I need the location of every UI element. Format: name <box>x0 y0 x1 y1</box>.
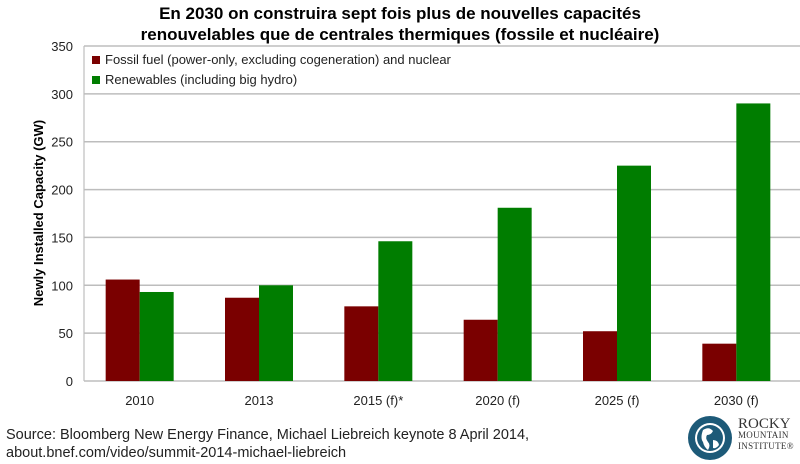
x-tick-label: 2015 (f)* <box>353 393 403 408</box>
bar-renewables-5 <box>736 103 771 381</box>
bar-renewables-1 <box>259 285 293 381</box>
gridlines <box>83 45 800 382</box>
source-line-2: about.bnef.com/video/summit-2014-michael… <box>6 445 347 461</box>
y-tick-label: 150 <box>51 230 73 245</box>
y-tick-label: 50 <box>59 326 73 341</box>
y-tick-label: 100 <box>51 278 73 293</box>
y-axis-ticks: 0 50 100 150 200 250 300 350 <box>51 39 73 389</box>
source-line-1: Source: Bloomberg New Energy Finance, Mi… <box>6 427 530 443</box>
y-axis-label: Newly Installed Capacity (GW) <box>31 120 46 306</box>
x-tick-label: 2010 <box>125 393 154 408</box>
bar-renewables-4 <box>617 165 651 381</box>
bar-fossil-2 <box>344 306 379 381</box>
bar-renewables-0 <box>139 291 174 381</box>
bar-fossil-4 <box>583 331 617 381</box>
bar-fossil-0 <box>105 279 140 381</box>
bar-fossil-5 <box>702 343 737 381</box>
logo <box>688 416 732 460</box>
source-note: Source: Bloomberg New Energy Finance, Mi… <box>6 426 529 462</box>
globe-icon <box>688 416 732 460</box>
logo-line-2: MOUNTAIN <box>738 430 789 440</box>
x-tick-label: 2025 (f) <box>595 393 640 408</box>
y-tick-label: 250 <box>51 135 73 150</box>
chart-title: En 2030 on construira sept fois plus de … <box>0 3 800 45</box>
legend-label-1: Renewables (including big hydro) <box>105 72 297 87</box>
legend-swatch-1 <box>92 76 100 84</box>
logo-line-1: ROCKY <box>738 416 791 432</box>
bars <box>105 103 771 381</box>
logo-line-3: INSTITUTE® <box>738 441 794 451</box>
x-tick-label: 2030 (f) <box>714 393 759 408</box>
y-tick-label: 200 <box>51 183 73 198</box>
bar-fossil-3 <box>463 319 498 381</box>
y-tick-label: 0 <box>66 374 73 389</box>
chart-title-line-2: renouvelables que de centrales thermique… <box>140 25 660 44</box>
x-axis-ticks: 2010 2013 2015 (f)* 2020 (f) 2025 (f) 2030 (f… <box>125 393 759 408</box>
chart-title-line-1: En 2030 on construira sept fois plus de … <box>159 4 641 23</box>
legend-swatch-0 <box>92 56 100 64</box>
y-tick-label: 300 <box>51 87 73 102</box>
x-tick-label: 2020 (f) <box>475 393 520 408</box>
y-tick-label: 350 <box>51 39 73 54</box>
bar-fossil-1 <box>225 297 259 381</box>
x-tick-label: 2013 <box>245 393 274 408</box>
bar-renewables-3 <box>497 207 532 381</box>
logo-text: ROCKY MOUNTAIN INSTITUTE® <box>738 416 794 452</box>
legend: Fossil fuel (power-only, excluding cogen… <box>92 52 452 87</box>
legend-label-0: Fossil fuel (power-only, excluding cogen… <box>105 52 452 67</box>
bar-renewables-2 <box>378 241 413 381</box>
